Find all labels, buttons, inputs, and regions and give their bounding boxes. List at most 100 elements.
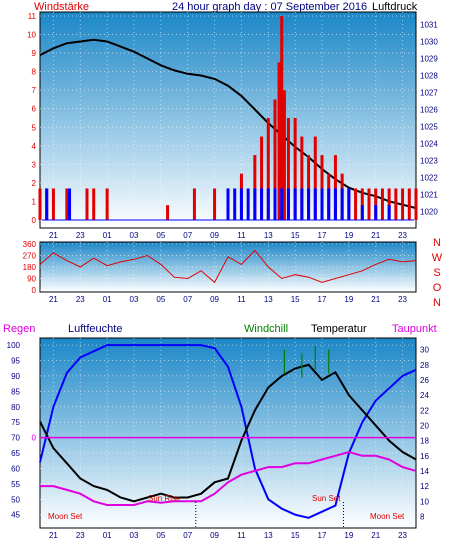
wind-gust-bar xyxy=(280,16,284,220)
wind-gust-bar xyxy=(313,136,317,220)
x-tick-label: 21 xyxy=(49,531,58,540)
wind-gust-bar xyxy=(85,188,89,220)
x-tick-label: 11 xyxy=(237,295,246,304)
pressure-tick-label: 1022 xyxy=(420,174,438,183)
dewpoint-line xyxy=(40,450,417,506)
wind-mean-bar xyxy=(266,188,270,220)
wind-gust-bar xyxy=(260,136,264,220)
compass-label: N xyxy=(433,297,441,309)
pressure-tick-label: 1024 xyxy=(420,140,438,149)
legend-windchill: Windchill xyxy=(244,323,288,335)
wind-mean-bar xyxy=(246,188,250,220)
temperature-tick-label: 18 xyxy=(420,437,429,446)
wind-tick-label: 10 xyxy=(27,31,36,40)
direction-tick-label: 180 xyxy=(23,263,37,272)
humidity-tick-label: 60 xyxy=(11,464,20,473)
wind-tick-label: 3 xyxy=(32,160,37,169)
compass-label: N xyxy=(433,237,441,249)
legend-humidity: Luftfeuchte xyxy=(68,323,122,335)
wind-gust-bar xyxy=(333,155,337,220)
wind-tick-label: 9 xyxy=(32,49,37,58)
wind-gust-bar xyxy=(320,155,324,220)
x-tick-label: 21 xyxy=(371,231,380,240)
wind-gust-bar xyxy=(277,62,281,221)
x-tick-label: 21 xyxy=(49,295,58,304)
temp-humidity-marks: Moon Set Sun Rise Sun Set Moon Set xyxy=(39,344,417,528)
wind-mean-bar xyxy=(374,205,378,220)
wind-mean-bar xyxy=(293,188,297,220)
x-tick-label: 17 xyxy=(318,295,327,304)
humidity-tick-label: 70 xyxy=(11,434,20,443)
compass-label: O xyxy=(433,282,442,294)
x-tick-label: 19 xyxy=(344,231,353,240)
wind-tick-label: 0 xyxy=(32,216,37,225)
pressure-tick-label: 1026 xyxy=(420,106,438,115)
wind-gust-bar xyxy=(374,188,378,220)
wind-tick-label: 4 xyxy=(32,142,37,151)
event-annotation: Moon Set xyxy=(370,512,405,521)
direction-tick-label: 0 xyxy=(32,286,37,295)
x-tick-label: 23 xyxy=(398,295,407,304)
wind-gust-bar xyxy=(387,188,391,220)
temperature-tick-label: 14 xyxy=(420,467,429,476)
compass-label: W xyxy=(432,252,443,264)
event-annotation: Sun Rise xyxy=(148,494,181,503)
wind-strength-label: Windstärke xyxy=(34,1,89,13)
x-tick-label: 21 xyxy=(371,531,380,540)
wind-mean-bar xyxy=(226,188,230,220)
humidity-tick-label: 65 xyxy=(11,449,20,458)
wind-gust-bar xyxy=(300,136,304,220)
wind-mean-bar xyxy=(286,188,290,220)
wind-tick-label: 8 xyxy=(32,68,37,77)
x-tick-label: 03 xyxy=(130,231,139,240)
x-tick-label: 09 xyxy=(210,295,219,304)
x-tick-label: 17 xyxy=(318,531,327,540)
wind-tick-label: 11 xyxy=(28,12,37,21)
wind-gust-bar xyxy=(253,155,257,220)
temperature-tick-label: 24 xyxy=(420,391,429,400)
wind-mean-bar xyxy=(340,188,344,220)
x-tick-label: 09 xyxy=(210,231,219,240)
temperature-line xyxy=(39,363,417,503)
wind-gust-bar xyxy=(192,188,196,220)
wind-gust-bar xyxy=(105,188,109,220)
direction-tick-label: 90 xyxy=(27,275,36,284)
wind-mean-bar xyxy=(45,188,49,220)
x-tick-label: 11 xyxy=(237,531,246,540)
x-tick-label: 07 xyxy=(183,295,192,304)
direction-tick-label: 270 xyxy=(23,252,37,261)
temp-humidity-ticks: 45 50 55 60 65 70 75 80 85 90 95 100 8 10 12 14 16 18 20 22… xyxy=(7,341,430,521)
x-tick-label: 11 xyxy=(237,231,246,240)
temperature-tick-label: 10 xyxy=(420,497,429,506)
x-tick-label: 13 xyxy=(264,531,273,540)
x-tick-label: 15 xyxy=(291,231,300,240)
wind-gust-bar xyxy=(286,118,290,220)
wind-mean-bar xyxy=(347,188,351,220)
pressure-tick-label: 1021 xyxy=(420,191,438,200)
humidity-tick-label: 80 xyxy=(11,403,20,412)
wind-gust-bar xyxy=(354,188,358,220)
x-tick-label: 03 xyxy=(130,295,139,304)
x-tick-label: 01 xyxy=(103,531,112,540)
x-tick-label: 15 xyxy=(291,295,300,304)
wind-mean-bar xyxy=(68,188,72,220)
x-tick-label: 23 xyxy=(398,231,407,240)
wind-mean-bar xyxy=(333,188,337,220)
wind-mean-bar xyxy=(300,188,304,220)
x-tick-label: 17 xyxy=(318,231,327,240)
wind-mean-bar xyxy=(327,188,331,220)
temperature-tick-label: 30 xyxy=(420,346,429,355)
x-tick-label: 13 xyxy=(264,231,273,240)
humidity-line xyxy=(39,344,417,519)
wind-tick-label: 7 xyxy=(32,86,37,95)
wind-mean-bar xyxy=(320,188,324,220)
wind-gust-bar xyxy=(266,118,270,220)
wind-direction-line xyxy=(39,249,417,284)
wind-gust-bar xyxy=(380,188,384,220)
compass-label: S xyxy=(433,267,440,279)
x-tick-label: 05 xyxy=(156,531,165,540)
wind-mean-bar xyxy=(280,188,284,220)
pressure-label: Luftdruck xyxy=(372,1,418,13)
